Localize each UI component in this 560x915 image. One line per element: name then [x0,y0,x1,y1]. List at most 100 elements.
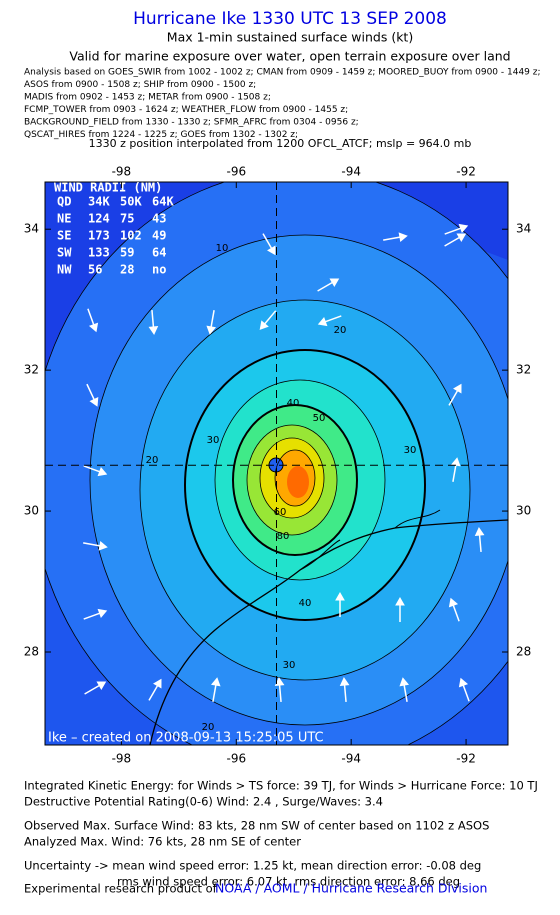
contour-label: 20 [202,722,215,733]
radii-cell: 75 [120,212,134,226]
x-tick-label: -94 [341,752,361,766]
radii-column: 64K [152,195,174,209]
footer-line: Analyzed Max. Wind: 76 kts, 28 nm SE of … [24,835,301,849]
x-tick-label: -92 [456,752,476,766]
radii-cell: SE [57,229,71,243]
y-tick-label: 30 [516,504,531,518]
arrow-head [259,320,269,330]
y-tick-label: 34 [24,222,39,236]
wind-arrow [206,310,217,335]
source-line: FCMP_TOWER from 0903 - 1624 z; WEATHER_F… [24,105,348,115]
wind-arrow [474,527,485,553]
contour-label: 40 [299,598,312,609]
wind-arrow [148,678,162,701]
source-line: BACKGROUND_FIELD from 1330 - 1330 z; SFM… [24,118,359,128]
wind-arrow [210,677,221,702]
wind-arrow [395,596,405,622]
arrow-head [148,326,159,335]
arrow-head [274,677,285,686]
radii-cell: 49 [152,229,166,243]
arrow-head [210,677,221,687]
contour-label: 30 [404,445,417,456]
radii-column: QD [57,195,71,209]
radii-cell: 59 [120,246,134,260]
wind-arrow [84,681,107,695]
subtitle: Max 1-min sustained surface winds (kt) [167,30,413,45]
wind-arrow [87,308,99,333]
x-tick-label: -96 [226,165,246,179]
title: Hurricane Ike 1330 UTC 13 SEP 2008 [133,9,447,29]
arrow-head [89,397,99,407]
arrow-head [96,681,107,690]
arrow-head [267,245,276,256]
footer-line: Uncertainty -> mean wind speed error: 1.… [24,859,481,873]
y-tick-label: 32 [516,363,531,377]
radii-cell: 102 [120,229,142,243]
arrow-head [206,325,217,335]
radii-cell: 56 [88,263,102,277]
position-note: 1330 z position interpolated from 1200 O… [89,137,472,150]
footer-line: Integrated Kinetic Energy: for Winds > T… [24,779,538,793]
x-tick-label: -96 [226,752,246,766]
wind-arrow [317,315,342,327]
radii-cell: 43 [152,212,166,226]
arrow-head [97,466,108,477]
product-note: Experimental research product of [24,882,218,896]
wind-arrow [458,677,470,702]
arrow-head [399,677,410,687]
arrow-head [398,232,408,243]
contour-label: 10 [216,243,229,254]
radii-cell: 124 [88,212,110,226]
arrow-head [458,223,469,234]
contour-label: 50 [313,413,326,424]
contour-label: 80 [277,531,290,542]
source-line: MADIS from 0902 - 1453 z; METAR from 090… [24,93,271,103]
arrow-head [317,316,328,327]
org-link[interactable]: NOAA / AOML / Hurricane Research Divisio… [215,881,487,896]
wind-arrow [448,383,462,406]
arrow-head [329,278,340,287]
wind-arrow [383,232,408,243]
wind-field [45,182,508,745]
radii-cell: 28 [120,263,134,277]
arrow-head [456,233,467,242]
radii-cell: 133 [88,246,110,260]
arrow-head [88,322,99,333]
wind-arrow [339,677,350,703]
y-tick-label: 34 [516,222,531,236]
radii-column: 34K [88,195,110,209]
contour-label: 60 [274,507,287,518]
arrow-head [97,608,108,619]
wind-arrow [317,278,340,292]
radii-cell: SW [57,246,72,260]
wind-arrow [444,223,469,235]
y-tick-label: 28 [516,644,531,658]
source-line: Analysis based on GOES_SWIR from 1002 - … [24,68,541,78]
arrow-head [474,527,485,536]
x-tick-label: -98 [112,752,132,766]
contour-label: 30 [283,660,296,671]
wind-arrow [148,309,159,335]
wind-arrow [86,383,99,407]
contour-label: 20 [146,455,159,466]
wind-arrow [83,608,108,620]
source-line: ASOS from 0900 - 1508 z; SHIP from 0900 … [24,80,256,90]
wind-arrow [335,591,345,617]
wind-arrow [399,677,410,702]
x-tick-label: -94 [341,165,361,179]
footer-line: Destructive Potential Rating(0-6) Wind: … [24,795,383,809]
arrow-head [458,677,469,688]
arrow-head [453,383,462,394]
radii-cell: no [152,263,166,277]
arrow-head [339,677,350,686]
footer-line: Observed Max. Surface Wind: 83 kts, 28 n… [24,819,489,833]
radii-cell: 173 [88,229,110,243]
arrow-head [98,540,108,551]
arrow-head [335,591,345,601]
radii-column: 50K [120,195,142,209]
y-tick-label: 28 [24,644,39,658]
x-tick-label: -98 [112,165,132,179]
radii-cell: NE [57,212,71,226]
arrow-head [395,596,405,606]
